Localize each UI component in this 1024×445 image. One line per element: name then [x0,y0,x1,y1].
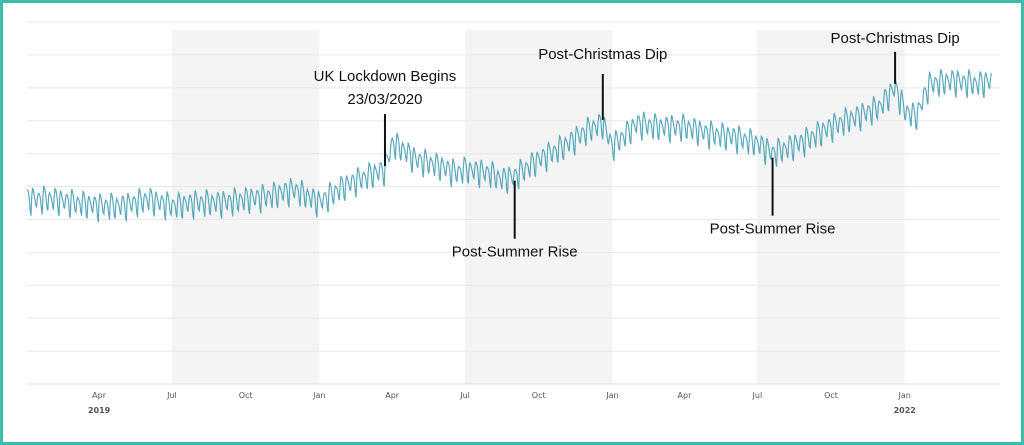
x-year-label: 2022 [894,406,916,415]
annotation-christmas-2021: Post-Christmas Dip [830,30,959,47]
annotation-lockdown-date: 23/03/2020 [347,91,422,108]
x-tick-label: Apr [385,391,400,400]
shaded-period [465,30,613,384]
annotation-summer-2020: Post-Summer Rise [452,244,578,261]
x-axis: Apr Jul Oct Jan Apr Jul Oct Jan Apr Jul … [88,391,916,415]
x-tick-label: Apr [678,391,693,400]
x-tick-label: Apr [92,391,107,400]
x-year-label: 2019 [88,406,111,415]
series-line [26,69,993,223]
x-tick-label: Jan [898,391,911,400]
shaded-periods [171,30,905,384]
x-tick-label: Jul [459,391,470,400]
gridlines [27,21,1000,385]
x-tick-label: Jul [166,391,177,400]
x-tick-label: Oct [824,391,838,400]
shaded-period [757,30,905,384]
x-tick-label: Jan [312,391,325,400]
annotation-christmas-2020: Post-Christmas Dip [538,46,667,63]
x-tick-label: Jul [752,391,763,400]
x-tick-label: Oct [239,391,253,400]
annotation-summer-2021: Post-Summer Rise [710,221,836,238]
shaded-period [171,30,320,384]
series-layer [26,69,993,223]
annotations: UK Lockdown Begins 23/03/2020 Post-Summe… [314,30,960,261]
x-tick-label: Oct [532,391,546,400]
x-tick-label: Jan [605,391,618,400]
annotation-lockdown-title: UK Lockdown Begins [314,68,457,85]
